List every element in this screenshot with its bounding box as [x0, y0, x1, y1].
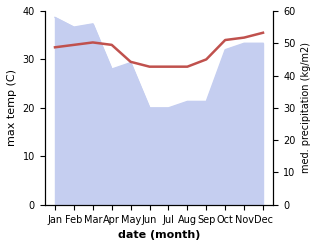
Y-axis label: max temp (C): max temp (C) — [7, 69, 17, 146]
X-axis label: date (month): date (month) — [118, 230, 200, 240]
Y-axis label: med. precipitation (kg/m2): med. precipitation (kg/m2) — [301, 42, 311, 173]
